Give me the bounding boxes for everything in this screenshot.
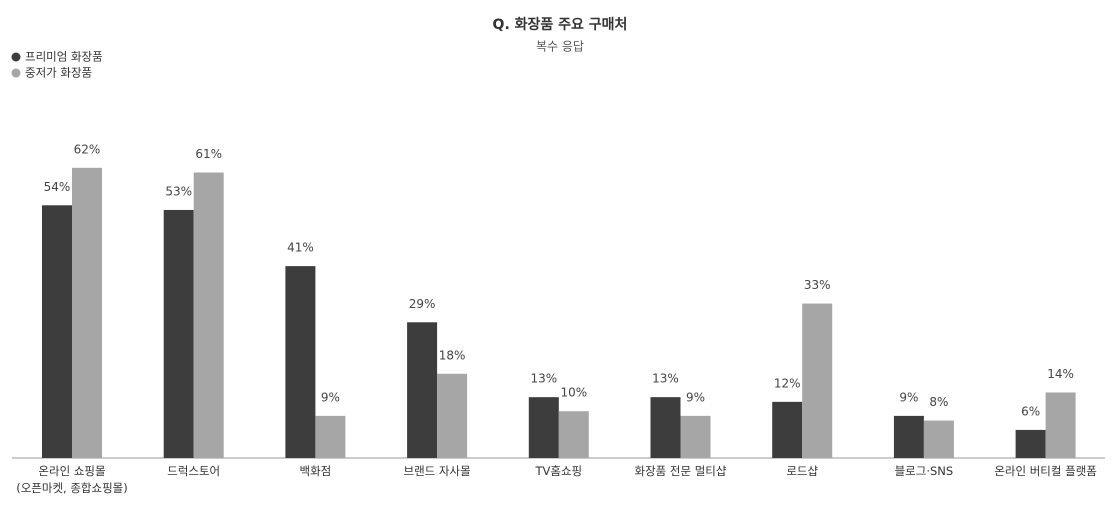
value-label: 33%: [804, 278, 831, 292]
value-label: 41%: [287, 241, 314, 255]
value-label: 9%: [899, 390, 918, 404]
value-label: 9%: [686, 390, 705, 404]
x-tick-label: 드럭스토어: [167, 464, 221, 478]
x-tick-label: 로드샵: [786, 464, 819, 478]
value-label: 14%: [1047, 367, 1074, 381]
bar: [407, 322, 438, 458]
bar: [163, 209, 194, 458]
value-label: 54%: [44, 180, 71, 194]
bar: [42, 205, 72, 458]
x-tick-label: 온라인 버티컬 플랫폼: [994, 464, 1097, 478]
bar: [923, 420, 954, 458]
x-tick-label: 블로그·SNS: [894, 464, 954, 478]
x-tick-label: TV홈쇼핑: [535, 464, 583, 478]
bar: [680, 415, 711, 458]
chart-subtitle: 복수 응답: [536, 40, 584, 54]
legend-label: 중저가 화장품: [25, 66, 92, 80]
legend-marker: [11, 68, 21, 78]
legend-marker: [11, 52, 21, 62]
bar: [193, 172, 224, 458]
bar: [893, 415, 924, 458]
legend-label: 프리미엄 화장품: [25, 50, 103, 64]
value-label: 53%: [165, 184, 192, 198]
bar: [802, 303, 833, 458]
bar: [772, 401, 803, 458]
value-label: 9%: [321, 390, 340, 404]
bar: [437, 373, 468, 458]
bar: [1015, 429, 1046, 458]
value-label: 8%: [929, 395, 948, 409]
bar: [72, 167, 102, 458]
bar: [1045, 392, 1076, 458]
x-tick-label: 브랜드 자사몰: [403, 464, 471, 478]
value-label: 6%: [1021, 404, 1040, 418]
value-label: 61%: [195, 147, 222, 161]
bar: [285, 266, 316, 458]
value-label: 12%: [774, 376, 801, 390]
value-label: 13%: [652, 372, 679, 386]
bar: [528, 397, 559, 458]
value-label: 62%: [74, 142, 101, 156]
value-label: 29%: [409, 297, 436, 311]
bar: [650, 397, 681, 458]
value-label: 13%: [530, 372, 557, 386]
value-label: 18%: [439, 348, 466, 362]
x-tick-label: 백화점: [299, 464, 332, 478]
chart-title: Q. 화장품 주요 구매처: [493, 16, 628, 33]
x-tick-label: 온라인 쇼핑몰 (오픈마켓, 종합쇼핑몰): [16, 464, 128, 495]
value-label: 10%: [560, 386, 587, 400]
bar: [315, 415, 346, 458]
bar: [558, 411, 589, 458]
x-tick-label: 화장품 전문 멀티샵: [634, 464, 727, 478]
